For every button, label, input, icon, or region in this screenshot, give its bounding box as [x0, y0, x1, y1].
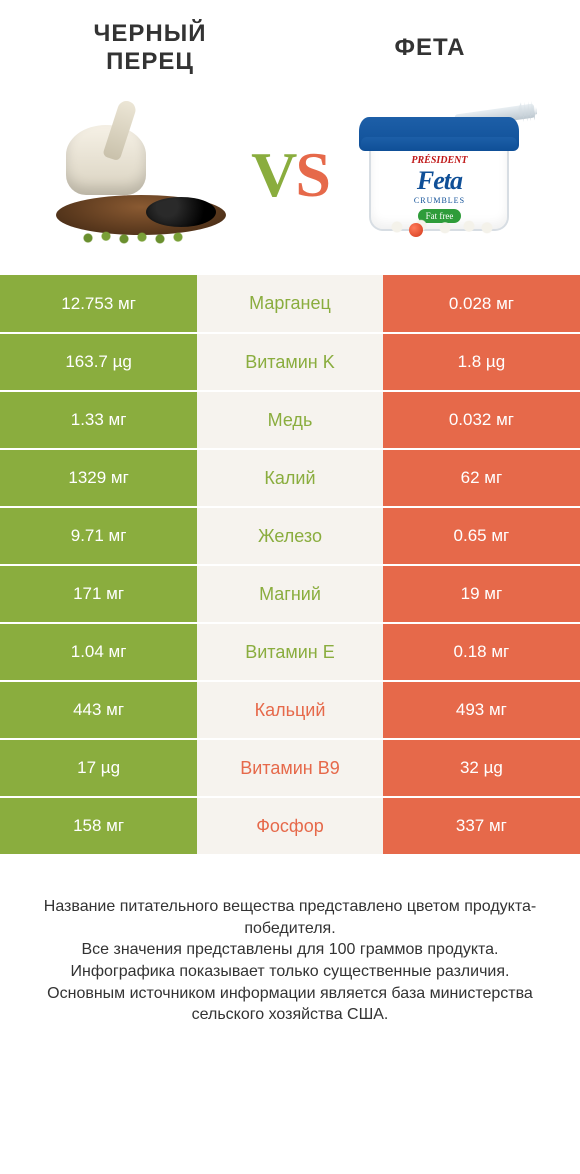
footer-line: Название питательного вещества представл… [30, 896, 550, 939]
nutrient-name: Медь [197, 391, 383, 449]
comparison-table: 12.753 мгМарганец0.028 мг163.7 µgВитамин… [0, 275, 580, 856]
nutrient-name: Витамин E [197, 623, 383, 681]
right-value: 0.032 мг [383, 391, 580, 449]
footer-line: Инфографика показывает только существенн… [30, 961, 550, 983]
table-row: 1.33 мгМедь0.032 мг [0, 391, 580, 449]
right-value: 19 мг [383, 565, 580, 623]
right-value: 0.028 мг [383, 275, 580, 333]
nutrient-name: Фосфор [197, 797, 383, 855]
right-value: 0.65 мг [383, 507, 580, 565]
table-row: 12.753 мгМарганец0.028 мг [0, 275, 580, 333]
vs-label: VS [251, 138, 329, 212]
right-product-image: PRÉSIDENT Feta CRUMBLES Fat free [329, 95, 550, 255]
footer-line: Все значения представлены для 100 граммо… [30, 939, 550, 961]
vs-v: V [251, 139, 295, 210]
header: ЧЕРНЫЙПЕРЕЦ ФЕТА [0, 0, 580, 85]
nutrient-name: Витамин B9 [197, 739, 383, 797]
table-row: 171 мгМагний19 мг [0, 565, 580, 623]
right-value: 0.18 мг [383, 623, 580, 681]
nutrient-name: Кальций [197, 681, 383, 739]
table-row: 1329 мгКалий62 мг [0, 449, 580, 507]
product-images-row: VS PRÉSIDENT Feta CRUMBLES Fat free [0, 85, 580, 275]
left-value: 158 мг [0, 797, 197, 855]
right-value: 493 мг [383, 681, 580, 739]
left-value: 1.33 мг [0, 391, 197, 449]
right-value: 32 µg [383, 739, 580, 797]
nutrient-name: Магний [197, 565, 383, 623]
table-row: 163.7 µgВитамин K1.8 µg [0, 333, 580, 391]
left-value: 17 µg [0, 739, 197, 797]
feta-name-text: Feta [349, 166, 529, 196]
table-row: 1.04 мгВитамин E0.18 мг [0, 623, 580, 681]
left-product-image [30, 95, 251, 255]
left-value: 1.04 мг [0, 623, 197, 681]
left-value: 171 мг [0, 565, 197, 623]
right-product-title: ФЕТА [310, 34, 550, 62]
black-pepper-icon [56, 105, 226, 245]
left-value: 163.7 µg [0, 333, 197, 391]
feta-brand-text: PRÉSIDENT [349, 155, 529, 166]
right-value: 62 мг [383, 449, 580, 507]
table-row: 443 мгКальций493 мг [0, 681, 580, 739]
footer-line: Основным источником информации является … [30, 983, 550, 1026]
feta-sub-text: CRUMBLES [349, 196, 529, 205]
table-row: 17 µgВитамин B932 µg [0, 739, 580, 797]
table-row: 158 мгФосфор337 мг [0, 797, 580, 855]
right-value: 1.8 µg [383, 333, 580, 391]
vs-s: S [295, 139, 329, 210]
left-value: 9.71 мг [0, 507, 197, 565]
table-row: 9.71 мгЖелезо0.65 мг [0, 507, 580, 565]
left-value: 12.753 мг [0, 275, 197, 333]
nutrient-name: Витамин K [197, 333, 383, 391]
feta-icon: PRÉSIDENT Feta CRUMBLES Fat free [349, 105, 529, 245]
right-value: 337 мг [383, 797, 580, 855]
left-value: 1329 мг [0, 449, 197, 507]
footer-notes: Название питательного вещества представл… [0, 856, 580, 1026]
left-product-title: ЧЕРНЫЙПЕРЕЦ [30, 20, 270, 75]
nutrient-name: Калий [197, 449, 383, 507]
nutrient-name: Железо [197, 507, 383, 565]
nutrient-name: Марганец [197, 275, 383, 333]
left-value: 443 мг [0, 681, 197, 739]
